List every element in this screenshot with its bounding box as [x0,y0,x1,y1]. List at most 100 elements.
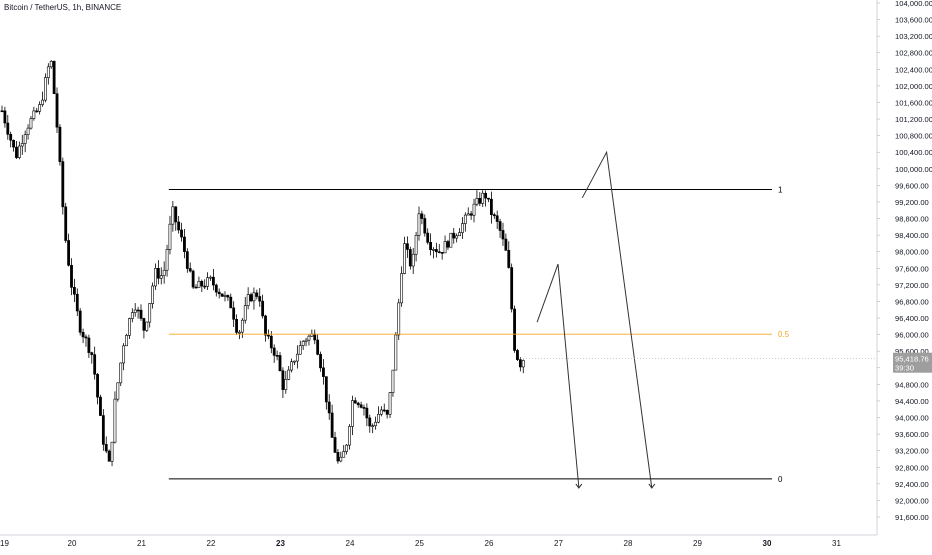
price-tick-label: 101,600.00 [895,98,932,107]
price-tick-label: 97,200.00 [895,281,929,290]
price-tick-label: 91,600.00 [895,513,929,522]
candle [507,241,511,269]
price-tick-label: 98,000.00 [895,248,929,257]
candle [165,244,169,277]
candle [463,212,467,232]
candle [290,358,293,373]
candle [188,262,192,273]
candle [356,401,360,408]
candle [455,233,459,243]
candle [130,308,134,323]
price-tick-label: 94,000.00 [895,414,929,423]
candle [133,303,137,317]
candle [498,218,502,238]
price-tick-label: 100,000.00 [895,165,932,174]
candle [458,228,461,237]
candle [136,306,140,319]
candle [240,318,244,338]
price-tick-label: 98,400.00 [895,231,929,240]
candle [403,236,406,275]
candle [281,367,285,399]
candle [513,305,516,353]
candle [93,346,97,380]
candle [226,294,230,301]
price-tick-label: 96,000.00 [895,331,929,340]
candle [400,266,404,307]
candle [319,351,322,372]
candle [235,314,238,335]
candle [264,314,267,342]
candle [110,441,114,467]
candle [252,287,256,310]
candle [101,409,105,451]
candle [472,198,476,223]
candle [365,403,369,427]
candle [368,414,372,433]
price-tick-label: 97,600.00 [895,264,929,273]
candle [12,139,15,152]
fib-level-0-5[interactable]: 0.5 [168,330,790,339]
price-tick-label: 100,800.00 [895,132,932,141]
time-axis[interactable]: 19 20 21 22 23 24 25 26 27 28 29 30 31 [0,534,877,548]
candle [154,263,157,290]
candle [388,392,392,418]
candle [64,202,68,243]
candle [41,91,44,107]
candle [183,228,186,259]
candle [232,301,236,328]
candle [478,192,482,207]
candle [434,242,438,258]
projection-paths-layer [536,150,656,489]
projection-path-a[interactable] [536,263,583,489]
candle [72,278,76,303]
candle [211,269,215,291]
candle [35,107,39,113]
candle [168,215,172,255]
candle [171,201,175,232]
candle [461,217,464,239]
time-tick-label: 23 [276,539,285,548]
candle [261,294,265,319]
price-axis[interactable]: 104,000.00 103,600.00 103,200.00 102,800.00… [520,0,932,535]
candle [209,275,212,281]
candle [17,141,21,160]
symbol-title: Bitcoin / TetherUS, 1h, BINANCE [4,3,122,12]
candle [397,298,401,340]
candle [81,328,85,344]
time-tick-label: 19 [0,539,9,548]
time-tick-label: 20 [68,539,77,548]
price-tick-label: 92,800.00 [895,463,929,472]
candle [310,329,314,338]
candle [49,60,53,69]
candle [269,331,273,354]
candle [437,244,441,254]
fib-level-1[interactable]: 1 [168,186,783,195]
candle [180,222,183,242]
price-tick-label: 93,200.00 [895,447,929,456]
last-price-label: 95,418.76 [895,355,929,364]
candle [342,445,346,458]
candle [84,334,88,347]
candle [469,210,473,220]
fib-level-label: 0.5 [778,330,790,339]
candle [440,252,444,260]
candle [96,373,99,405]
time-tick-label: 28 [624,539,633,548]
candle [44,73,47,103]
candle [293,360,296,365]
candle [148,303,152,328]
projection-path-b[interactable] [581,150,656,489]
price-tick-label: 94,400.00 [895,397,929,406]
candle [287,366,291,381]
candle [406,236,409,258]
fib-level-label: 1 [778,186,783,195]
candle [220,293,224,297]
candle [3,106,7,128]
time-tick-label: 24 [346,539,355,548]
price-tick-label: 99,200.00 [895,198,929,207]
fib-level-0[interactable]: 0 [168,475,783,484]
candle [70,258,73,296]
candle [487,197,490,203]
